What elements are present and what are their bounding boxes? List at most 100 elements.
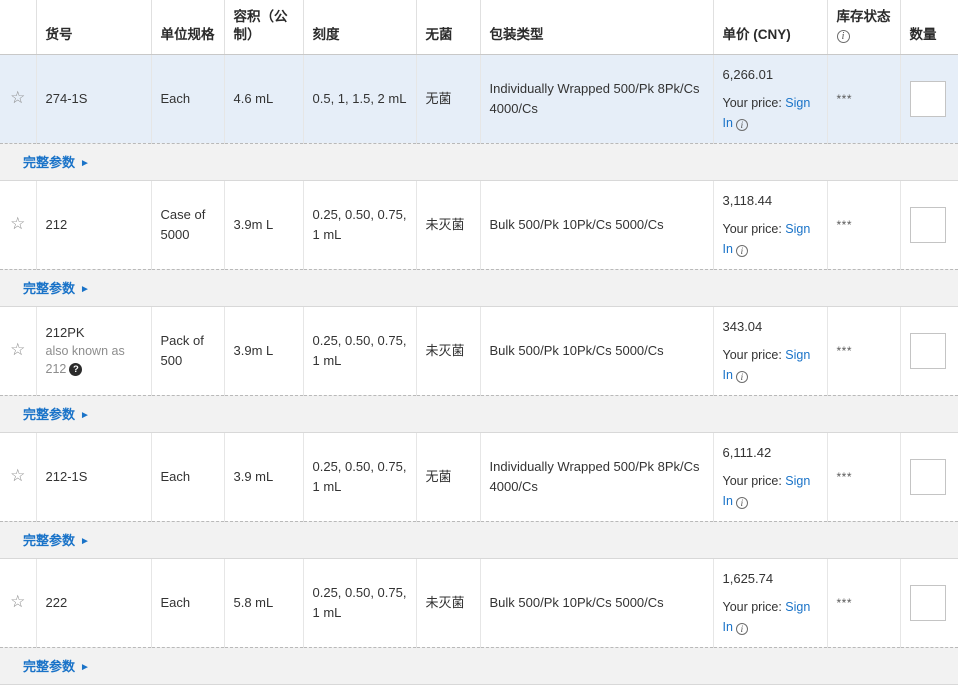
star-icon[interactable]: ☆ <box>10 87 26 107</box>
star-icon[interactable]: ☆ <box>10 591 26 611</box>
volume-cell: 3.9 mL <box>224 432 304 521</box>
stock-status-cell: *** <box>827 558 901 647</box>
sku-cell: 212 <box>36 180 152 269</box>
full-parameters-row[interactable]: 完整参数 ► <box>0 394 958 433</box>
sterile-cell: 无菌 <box>416 54 481 143</box>
quantity-input[interactable] <box>909 206 946 243</box>
sign-in-link[interactable]: Sign In <box>722 600 811 634</box>
chevron-right-icon[interactable]: ► <box>80 157 90 169</box>
unit-spec-cell: Case of 5000 <box>151 180 225 269</box>
quantity-cell <box>900 306 958 395</box>
chevron-right-icon[interactable]: ► <box>80 535 90 547</box>
column-header-favorite <box>0 0 37 55</box>
unit-price-cell: 6,266.01 Your price: Sign In i <box>713 54 828 143</box>
table-row[interactable]: ☆ 222 Each 5.8 mL 0.25, 0.50, 0.75, 1 mL 未灭菌 B… <box>0 558 958 647</box>
stock-status-value: *** <box>836 595 853 610</box>
sign-in-link[interactable]: Sign In <box>722 474 811 508</box>
sku-alias: also known as 212? <box>46 342 142 378</box>
column-header-stock-status: 库存状态 i <box>827 0 901 55</box>
stock-status-value: *** <box>836 343 853 358</box>
info-icon[interactable]: i <box>735 118 748 131</box>
sign-in-link[interactable]: Sign In <box>722 96 811 130</box>
sign-in-link[interactable]: Sign In <box>722 348 811 382</box>
full-parameters-cell[interactable]: 完整参数 ► <box>0 268 958 307</box>
full-parameters-row[interactable]: 完整参数 ► <box>0 142 958 181</box>
star-icon[interactable]: ☆ <box>10 465 26 485</box>
sku-value: 212 <box>45 216 68 232</box>
sku-value: 212-1S <box>45 468 88 484</box>
volume-cell: 5.8 mL <box>224 558 304 647</box>
unit-price-value: 343.04 <box>722 318 763 334</box>
quantity-input[interactable] <box>909 332 946 369</box>
column-header-packaging: 包装类型 <box>480 0 714 55</box>
your-price-line: Your price: Sign In i <box>722 96 811 131</box>
graduation-cell: 0.5, 1, 1.5, 2 mL <box>303 54 417 143</box>
full-parameters-cell[interactable]: 完整参数 ► <box>0 142 958 181</box>
column-header-sterile: 无菌 <box>416 0 481 55</box>
info-icon[interactable]: i <box>836 30 850 44</box>
graduation-cell: 0.25, 0.50, 0.75, 1 mL <box>303 558 417 647</box>
your-price-label: Your price: <box>722 474 782 488</box>
column-header-unit-spec: 单位规格 <box>151 0 225 55</box>
favorite-cell[interactable]: ☆ <box>0 432 37 521</box>
star-icon[interactable]: ☆ <box>10 339 26 359</box>
unit-spec-cell: Each <box>151 432 225 521</box>
full-parameters-link[interactable]: 完整参数 <box>23 280 76 296</box>
volume-cell: 3.9m L <box>224 306 304 395</box>
graduation-cell: 0.25, 0.50, 0.75, 1 mL <box>303 180 417 269</box>
packaging-cell: Individually Wrapped 500/Pk 8Pk/Cs 4000/… <box>480 54 714 143</box>
full-parameters-row[interactable]: 完整参数 ► <box>0 520 958 559</box>
favorite-cell[interactable]: ☆ <box>0 54 37 143</box>
column-header-quantity: 数量 <box>900 0 958 55</box>
stock-status-cell: *** <box>827 54 901 143</box>
info-icon[interactable]: i <box>735 622 748 635</box>
column-header-graduation: 刻度 <box>303 0 417 55</box>
quantity-input[interactable] <box>909 80 946 117</box>
full-parameters-link[interactable]: 完整参数 <box>23 154 76 170</box>
help-icon[interactable]: ? <box>69 363 83 377</box>
star-icon[interactable]: ☆ <box>10 213 26 233</box>
table-row[interactable]: ☆ 274-1S Each 4.6 mL 0.5, 1, 1.5, 2 mL 无菌 Indi… <box>0 54 958 143</box>
chevron-right-icon[interactable]: ► <box>80 283 90 295</box>
stock-status-cell: *** <box>827 432 901 521</box>
table-row[interactable]: ☆ 212 Case of 5000 3.9m L 0.25, 0.50, 0.75, … <box>0 180 958 269</box>
your-price-line: Your price: Sign In i <box>722 348 811 383</box>
full-parameters-link[interactable]: 完整参数 <box>23 406 76 422</box>
sign-in-link[interactable]: Sign In <box>722 222 811 256</box>
full-parameters-cell[interactable]: 完整参数 ► <box>0 646 958 685</box>
your-price-label: Your price: <box>722 222 782 236</box>
table-row[interactable]: ☆ 212-1S Each 3.9 mL 0.25, 0.50, 0.75, 1 mL 无… <box>0 432 958 521</box>
quantity-cell <box>900 54 958 143</box>
unit-price-cell: 343.04 Your price: Sign In i <box>713 306 828 395</box>
favorite-cell[interactable]: ☆ <box>0 180 37 269</box>
favorite-cell[interactable]: ☆ <box>0 558 37 647</box>
full-parameters-link[interactable]: 完整参数 <box>23 532 76 548</box>
chevron-right-icon[interactable]: ► <box>80 661 90 673</box>
sku-cell: 222 <box>36 558 152 647</box>
full-parameters-row[interactable]: 完整参数 ► <box>0 646 958 685</box>
unit-spec-cell: Each <box>151 558 225 647</box>
full-parameters-row[interactable]: 完整参数 ► <box>0 268 958 307</box>
column-header-volume: 容积（公制） <box>224 0 304 55</box>
full-parameters-link[interactable]: 完整参数 <box>23 658 76 674</box>
packaging-cell: Bulk 500/Pk 10Pk/Cs 5000/Cs <box>480 558 714 647</box>
quantity-input[interactable] <box>909 458 946 495</box>
table-row[interactable]: ☆ 212PK also known as 212? Pack of 500 3.9m … <box>0 306 958 395</box>
unit-price-value: 3,118.44 <box>722 192 773 208</box>
info-icon[interactable]: i <box>735 496 748 509</box>
quantity-cell <box>900 432 958 521</box>
info-icon[interactable]: i <box>735 370 748 383</box>
sku-cell: 212PK also known as 212? <box>36 306 152 395</box>
unit-price-value: 1,625.74 <box>722 570 774 586</box>
unit-price-cell: 1,625.74 Your price: Sign In i <box>713 558 828 647</box>
table-header-row: 货号 单位规格 容积（公制） 刻度 无菌 包装类型 单价 (CNY) 库存状态 … <box>0 0 958 55</box>
your-price-line: Your price: Sign In i <box>722 474 811 509</box>
favorite-cell[interactable]: ☆ <box>0 306 37 395</box>
info-icon[interactable]: i <box>735 244 748 257</box>
chevron-right-icon[interactable]: ► <box>80 409 90 421</box>
table-header: 货号 单位规格 容积（公制） 刻度 无菌 包装类型 单价 (CNY) 库存状态 … <box>0 0 958 55</box>
full-parameters-cell[interactable]: 完整参数 ► <box>0 520 958 559</box>
sku-cell: 274-1S <box>36 54 152 143</box>
quantity-input[interactable] <box>909 584 946 621</box>
full-parameters-cell[interactable]: 完整参数 ► <box>0 394 958 433</box>
